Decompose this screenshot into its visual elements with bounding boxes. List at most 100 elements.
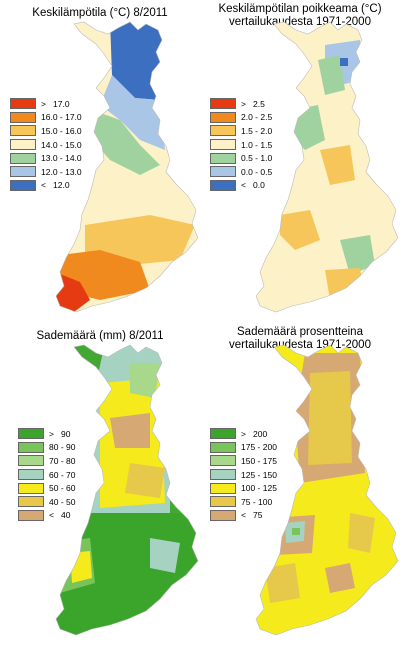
- legend-label: 0.0 - 0.5: [241, 166, 273, 177]
- legend-swatch: [10, 111, 36, 123]
- map-title: Keskilämpötila (°C) 8/2011: [32, 7, 168, 19]
- legend-label: > 200: [241, 428, 268, 439]
- region-0.5-1: [318, 55, 345, 95]
- legend-swatch: [210, 166, 236, 178]
- legend-swatch: [210, 152, 236, 164]
- legend-swatch: [210, 496, 236, 508]
- legend-label: 13.0 - 14.0: [41, 153, 82, 164]
- legend-swatch: [210, 179, 236, 191]
- legend-swatch: [18, 455, 44, 467]
- finland-map-anomaly: [255, 21, 399, 313]
- legend-item: 2.0 - 2.5: [210, 111, 272, 125]
- legend-item: > 90: [18, 427, 75, 441]
- legend-swatch: [210, 509, 236, 521]
- legend-item: 80 - 90: [18, 441, 75, 455]
- legend-item: 1.5 - 2.0: [210, 124, 272, 138]
- legend-label: 1.5 - 2.0: [241, 125, 273, 136]
- region-1.5-2: [320, 145, 355, 185]
- legend-item: 16.0 - 17.0: [10, 111, 82, 125]
- region-75-100: [348, 513, 375, 553]
- map-base-region: [256, 345, 398, 635]
- legend-label: < 75: [241, 510, 263, 521]
- legend-label: > 90: [49, 428, 71, 439]
- legend-swatch: [210, 125, 236, 137]
- map-panel-temperature: Keskilämpötila (°C) 8/2011 > 17.0 16.0 - …: [0, 0, 200, 322]
- legend-item: 12.0 - 13.0: [10, 165, 82, 179]
- legend-item: < 75: [210, 509, 277, 523]
- finland-map-temperature: [55, 21, 199, 313]
- legend-item: > 17.0: [10, 97, 82, 111]
- legend-label: 125 - 150: [241, 469, 277, 480]
- finland-map-precipitation-percent: [255, 344, 399, 636]
- legend-temperature: > 17.0 16.0 - 17.0 15.0 - 16.0 14.0 - 15.0 1…: [10, 97, 82, 192]
- region-70-80: [130, 363, 160, 398]
- legend-item: 100 - 125: [210, 481, 277, 495]
- legend-item: < 0.0: [210, 179, 272, 193]
- legend-item: 175 - 200: [210, 441, 277, 455]
- legend-label: > 17.0: [41, 98, 70, 109]
- legend-swatch: [10, 98, 36, 110]
- legend-precipitation: > 90 80 - 90 70 - 80 60 - 70 50 - 60 40 - 50 <…: [18, 427, 75, 522]
- region-75-100: [265, 563, 300, 603]
- legend-swatch: [210, 428, 236, 440]
- legend-label: 75 - 100: [241, 496, 273, 507]
- legend-swatch: [18, 469, 44, 481]
- legend-swatch: [18, 496, 44, 508]
- legend-item: 60 - 70: [18, 468, 75, 482]
- region-60-70: [150, 538, 180, 573]
- map-title: Sademäärä prosentteina vertailukaudesta …: [229, 326, 371, 351]
- legend-item: 15.0 - 16.0: [10, 124, 82, 138]
- legend-label: 12.0 - 13.0: [41, 166, 82, 177]
- legend-item: 0.0 - 0.5: [210, 165, 272, 179]
- region-gt90: [56, 513, 198, 635]
- map-panel-precipitation: Sademäärä (mm) 8/2011 > 90 80 - 90 70 - 80…: [0, 323, 200, 645]
- legend-swatch: [210, 469, 236, 481]
- legend-item: 13.0 - 14.0: [10, 151, 82, 165]
- legend-swatch: [10, 166, 36, 178]
- legend-label: 16.0 - 17.0: [41, 112, 82, 123]
- region-13-14: [88, 110, 160, 175]
- legend-swatch: [210, 111, 236, 123]
- region-75-100: [308, 371, 352, 465]
- legend-swatch: [210, 441, 236, 453]
- legend-swatch: [10, 125, 36, 137]
- legend-swatch: [18, 509, 44, 521]
- legend-label: > 2.5: [241, 98, 265, 109]
- region-lt0: [340, 58, 348, 66]
- legend-item: 50 - 60: [18, 481, 75, 495]
- legend-label: 15.0 - 16.0: [41, 125, 82, 136]
- legend-label: < 40: [49, 510, 71, 521]
- legend-label: 0.5 - 1.0: [241, 153, 273, 164]
- legend-item: 150 - 175: [210, 454, 277, 468]
- map-panel-anomaly: Keskilämpötilan poikkeama (°C) vertailuk…: [200, 0, 400, 322]
- legend-label: 40 - 50: [49, 496, 76, 507]
- region-lt40: [110, 413, 150, 448]
- legend-item: > 2.5: [210, 97, 272, 111]
- legend-item: 14.0 - 15.0: [10, 138, 82, 152]
- legend-precipitation-percent: > 200 175 - 200 150 - 175 125 - 150 100 - 12…: [210, 427, 277, 522]
- legend-anomaly: > 2.5 2.0 - 2.5 1.5 - 2.0 1.0 - 1.5 0.5 - 1.…: [210, 97, 272, 192]
- legend-label: 100 - 125: [241, 483, 277, 494]
- legend-label: 1.0 - 1.5: [241, 139, 273, 150]
- legend-label: 70 - 80: [49, 455, 76, 466]
- legend-item: 125 - 150: [210, 468, 277, 482]
- map-title: Keskilämpötilan poikkeama (°C) vertailuk…: [218, 3, 382, 28]
- region-1.5-2: [325, 268, 365, 300]
- legend-swatch: [10, 139, 36, 151]
- legend-swatch: [18, 441, 44, 453]
- legend-swatch: [210, 98, 236, 110]
- region-50-60: [70, 551, 92, 583]
- legend-label: 50 - 60: [49, 483, 76, 494]
- region-12-13: [100, 75, 165, 150]
- legend-item: 0.5 - 1.0: [210, 151, 272, 165]
- legend-swatch: [10, 179, 36, 191]
- map-panel-precipitation-percent: Sademäärä prosentteina vertailukaudesta …: [200, 323, 400, 645]
- finland-map-precipitation: [55, 344, 199, 636]
- legend-label: < 0.0: [241, 180, 265, 191]
- region-15-16: [85, 215, 195, 265]
- legend-label: < 12.0: [41, 180, 70, 191]
- legend-swatch: [18, 428, 44, 440]
- legend-item: 75 - 100: [210, 495, 277, 509]
- region-lt75: [325, 563, 355, 593]
- region-0.5-1: [340, 235, 375, 275]
